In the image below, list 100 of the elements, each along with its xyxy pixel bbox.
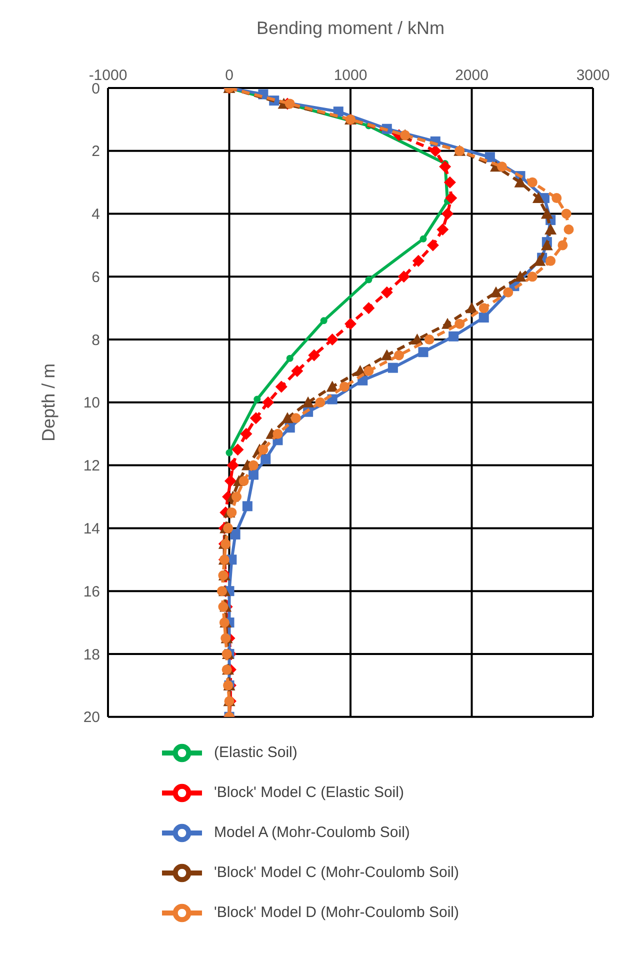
point	[275, 380, 288, 393]
point	[411, 334, 424, 345]
point	[484, 152, 495, 162]
point	[218, 602, 228, 612]
point	[514, 176, 526, 188]
point	[466, 302, 478, 314]
x-tick-label: 0	[225, 67, 234, 84]
point	[442, 208, 454, 220]
point	[284, 98, 295, 109]
point	[344, 318, 356, 330]
point	[248, 460, 258, 470]
y-tick-label: 2	[92, 143, 100, 160]
point	[226, 507, 237, 518]
y-tick-label: 10	[83, 394, 100, 412]
point	[380, 349, 393, 360]
point	[364, 366, 374, 376]
point	[230, 529, 240, 540]
point	[219, 618, 230, 628]
point	[546, 256, 556, 266]
legend-label: 'Block' Model C (Mohr-Coulomb Soil)	[214, 864, 459, 881]
point	[250, 412, 262, 424]
point	[564, 224, 574, 234]
point	[365, 276, 372, 284]
point	[220, 538, 231, 549]
point	[412, 254, 424, 267]
point	[558, 240, 568, 250]
y-tick-label: 20	[83, 709, 100, 726]
point	[260, 454, 271, 464]
point	[420, 235, 427, 242]
x-axis-title: Bending moment / kNm	[256, 18, 445, 38]
y-tick-label: 12	[83, 458, 100, 475]
point	[424, 334, 434, 345]
point	[398, 270, 410, 283]
point	[240, 428, 252, 440]
point	[262, 396, 274, 408]
y-tick-label: 6	[92, 268, 100, 286]
point	[503, 287, 514, 298]
x-tick-label: 3000	[576, 67, 610, 84]
point	[478, 312, 489, 323]
point	[222, 664, 232, 675]
point	[238, 476, 249, 486]
point	[258, 444, 268, 455]
point	[232, 492, 242, 502]
point	[552, 193, 562, 204]
point	[448, 331, 459, 342]
point	[532, 192, 544, 204]
point	[248, 470, 258, 480]
point	[454, 318, 465, 329]
y-tick-label: 8	[92, 332, 100, 349]
point	[326, 380, 338, 392]
point	[544, 223, 557, 234]
legend-label: Model A (Mohr-Coulomb Soil)	[214, 824, 410, 841]
point	[320, 317, 328, 324]
point	[527, 272, 538, 282]
point	[429, 144, 442, 157]
point	[426, 239, 439, 252]
point	[436, 223, 449, 236]
point	[216, 586, 227, 596]
point	[222, 648, 232, 659]
point	[232, 444, 244, 456]
point	[315, 397, 326, 408]
point	[272, 428, 283, 439]
point	[223, 523, 234, 534]
y-axis-title: Depth / m	[38, 363, 58, 442]
point	[478, 303, 489, 314]
y-tick-label: 18	[83, 646, 100, 664]
point	[514, 270, 526, 282]
point	[439, 160, 452, 173]
point	[286, 354, 294, 362]
point	[254, 396, 261, 403]
y-tick-label: 14	[83, 520, 100, 538]
x-tick-label: 2000	[455, 67, 488, 84]
point	[490, 286, 502, 298]
point	[497, 162, 508, 172]
point	[308, 349, 320, 362]
point	[362, 302, 375, 314]
point	[540, 208, 553, 219]
point	[226, 459, 239, 472]
point	[534, 254, 546, 266]
point	[302, 396, 314, 408]
point	[226, 449, 233, 456]
point	[380, 286, 393, 298]
point	[224, 475, 236, 488]
point	[290, 413, 301, 424]
point	[388, 362, 398, 373]
point	[281, 412, 294, 424]
point	[561, 208, 572, 219]
point	[445, 192, 458, 204]
point	[242, 501, 252, 512]
legend-label: 'Block' Model C (Elastic Soil)	[214, 784, 404, 801]
y-tick-label: 16	[83, 583, 100, 600]
point	[444, 176, 456, 188]
legend-label: 'Block' Model D (Mohr-Coulomb Soil)	[214, 904, 459, 921]
point	[418, 347, 428, 358]
x-tick-label: 1000	[334, 67, 368, 84]
y-tick-label: 4	[92, 206, 100, 224]
point	[540, 239, 553, 250]
legend-label: (Elastic Soil)	[214, 744, 298, 761]
point	[326, 334, 338, 346]
point	[527, 177, 538, 188]
